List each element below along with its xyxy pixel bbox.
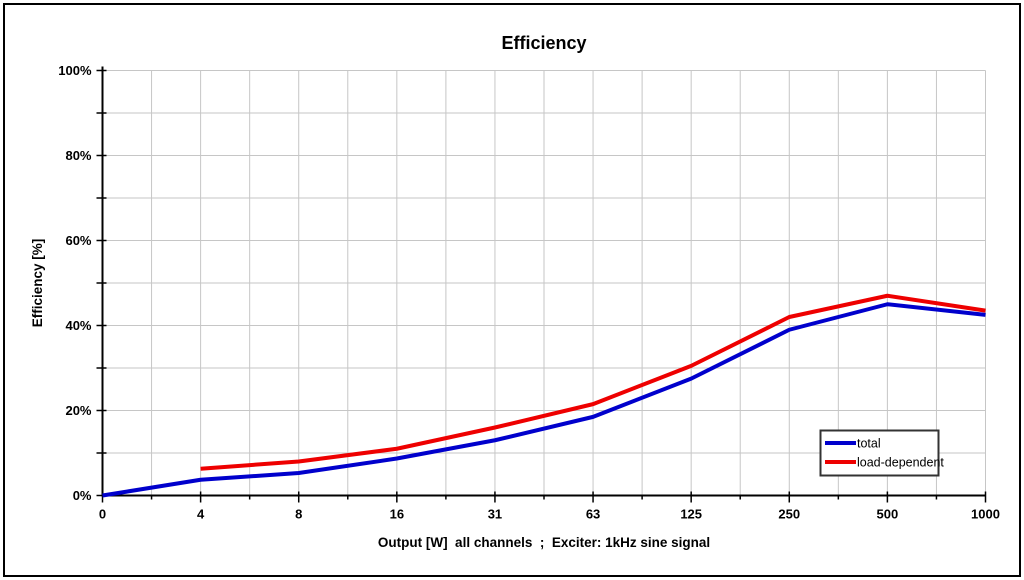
y-tick-label: 60% (65, 233, 91, 248)
efficiency-chart: 0% 20% 40% 60% 80% 100% 0 4 8 16 31 63 125 250 500 1000… (30, 33, 1000, 550)
tick-label-layer: 0% 20% 40% 60% 80% 100% 0 4 8 16 31 63 125 250 500 1000 (58, 63, 1000, 522)
chart-outer-border: 0% 20% 40% 60% 80% 100% 0 4 8 16 31 63 125 250 500 1000… (3, 3, 1021, 577)
y-tick-label: 40% (65, 318, 91, 333)
y-tick-label: 0% (73, 488, 92, 503)
y-tick-label: 20% (65, 403, 91, 418)
legend-label-load-dependent: load-dependent (857, 456, 944, 470)
x-tick-label: 500 (877, 507, 899, 522)
legend: total load-dependent (819, 429, 944, 477)
series-line-load-dependent (200, 293, 986, 471)
series-line-total (102, 302, 986, 498)
x-tick-label: 16 (390, 507, 404, 522)
x-tick-label: 0 (99, 507, 106, 522)
y-tick-label: 80% (65, 148, 91, 163)
legend-label-total: total (857, 437, 881, 451)
x-tick-label: 125 (680, 507, 702, 522)
x-tick-label: 1000 (971, 507, 1000, 522)
x-axis-label: Output [W] all channels ; Exciter: 1kHz … (378, 535, 710, 550)
axis-layer (96, 66, 987, 503)
x-tick-label: 4 (197, 507, 205, 522)
grid-layer (102, 70, 986, 496)
y-tick-label: 100% (58, 63, 92, 78)
x-tick-label: 250 (778, 507, 800, 522)
x-tick-label: 63 (586, 507, 600, 522)
x-tick-label: 31 (488, 507, 502, 522)
x-tick-label: 8 (295, 507, 302, 522)
y-axis-label: Efficiency [%] (30, 239, 45, 328)
legend-box (819, 429, 940, 477)
chart-title: Efficiency (501, 33, 586, 53)
series-layer (102, 293, 986, 498)
